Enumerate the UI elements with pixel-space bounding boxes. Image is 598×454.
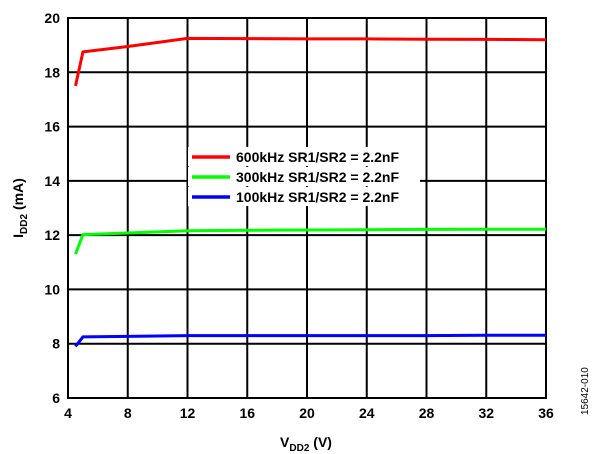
y-tick-label: 20 <box>44 10 60 26</box>
x-tick-label: 32 <box>478 405 494 421</box>
x-tick-label: 4 <box>64 405 72 421</box>
x-tick-labels: 4 8 12 16 20 24 28 32 36 <box>64 405 554 421</box>
y-axis-label: IDD2 (mA) <box>10 178 30 238</box>
legend: 600kHz SR1/SR2 = 2.2nF 300kHz SR1/SR2 = 2… <box>188 147 420 206</box>
y-tick-label: 12 <box>44 227 60 243</box>
y-axis-label-sub: DD2 <box>19 214 30 234</box>
x-tick-label: 8 <box>124 405 132 421</box>
y-tick-label: 14 <box>44 173 60 189</box>
figure-id: 15642-010 <box>580 367 591 415</box>
x-axis-label-sub: DD2 <box>289 443 309 454</box>
legend-entry: 100kHz SR1/SR2 = 2.2nF <box>236 189 399 205</box>
series-line <box>74 227 546 255</box>
grid <box>68 18 546 398</box>
plot-frame <box>67 17 547 399</box>
x-tick-label: 20 <box>299 405 315 421</box>
y-axis-label-main: I <box>10 234 26 238</box>
series-line <box>74 36 547 87</box>
x-tick-label: 24 <box>359 405 375 421</box>
legend-bg <box>188 167 420 186</box>
x-axis-label: VDD2 (V) <box>280 434 332 454</box>
legend-entry: 600kHz SR1/SR2 = 2.2nF <box>236 149 399 165</box>
y-tick-label: 6 <box>52 390 60 406</box>
x-tick-label: 12 <box>180 405 196 421</box>
x-tick-label: 28 <box>419 405 435 421</box>
legend-bg <box>188 147 420 166</box>
x-tick-label: 16 <box>239 405 255 421</box>
legend-entry: 300kHz SR1/SR2 = 2.2nF <box>236 169 399 185</box>
y-tick-label: 16 <box>44 119 60 135</box>
series-layer <box>74 36 547 348</box>
series-line <box>74 333 546 348</box>
x-tick-label: 36 <box>538 405 554 421</box>
y-axis-label-unit: (mA) <box>10 178 26 214</box>
x-axis-label-main: V <box>280 434 290 450</box>
y-tick-labels: 6 8 10 12 14 16 18 20 <box>44 10 60 406</box>
legend-bg <box>188 187 420 206</box>
y-tick-label: 8 <box>52 336 60 352</box>
y-tick-label: 10 <box>44 281 60 297</box>
x-axis-label-unit: (V) <box>309 434 332 450</box>
y-tick-label: 18 <box>44 64 60 80</box>
